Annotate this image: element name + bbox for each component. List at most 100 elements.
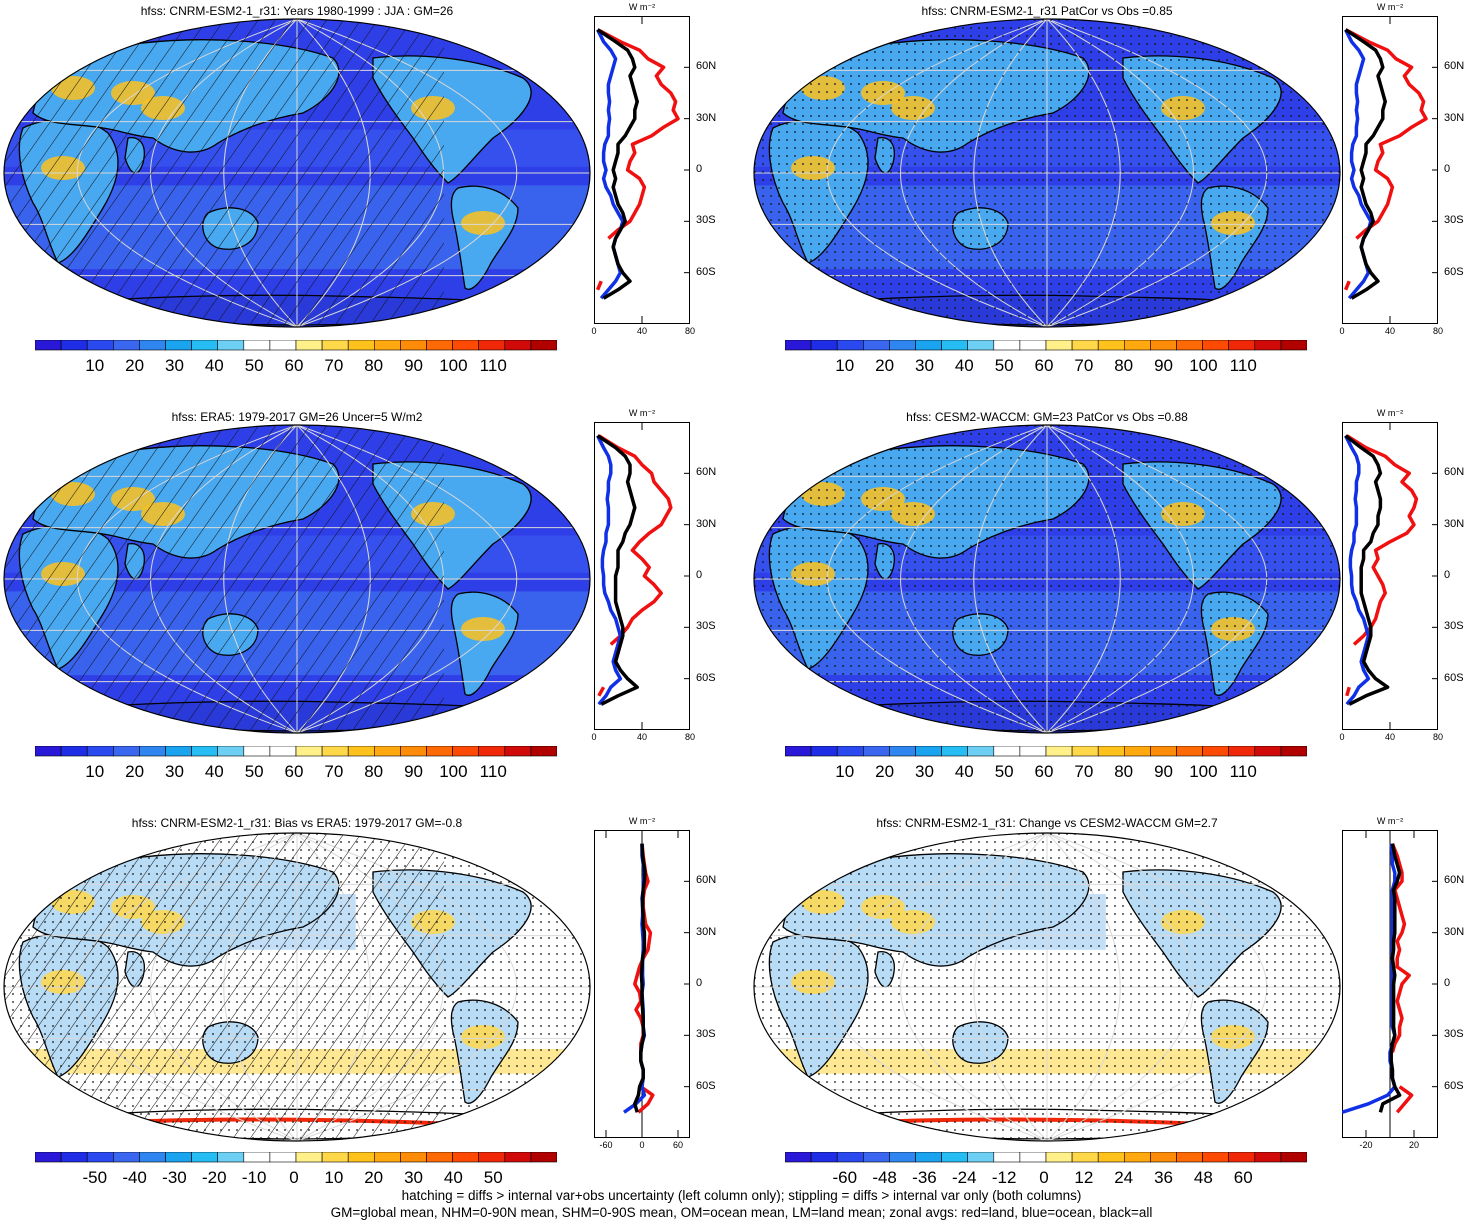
hotspot-5 <box>461 211 505 235</box>
zonal-ytick-label: 60S <box>1444 1079 1464 1092</box>
colorbar-label: 50 <box>994 356 1014 375</box>
colorbar-swatch <box>426 1152 453 1163</box>
zonal-ytick-label: 60S <box>1444 671 1464 684</box>
colorbar-label: 110 <box>1229 356 1257 375</box>
colorbar-label: 50 <box>483 1168 503 1187</box>
colorbar-label: 0 <box>289 1168 299 1187</box>
colorbar-swatch <box>426 746 453 757</box>
colorbar-swatch <box>1045 1152 1073 1163</box>
colorbar-swatch <box>347 746 375 757</box>
colorbar-swatch <box>113 340 140 351</box>
zonal-ytick-label: 30N <box>1444 111 1465 124</box>
colorbar-swatch <box>504 1152 532 1163</box>
colorbar-swatch <box>86 340 114 351</box>
map-border <box>3 832 591 1142</box>
colorbar-label: 60 <box>1034 762 1054 781</box>
colorbar-swatch <box>452 746 480 757</box>
colorbar-swatch <box>165 340 192 351</box>
zonal-unit-label: W m⁻² <box>1376 816 1404 826</box>
colorbar-swatch <box>504 340 532 351</box>
colorbar-swatch <box>243 746 271 757</box>
zonal-xtick-label: 0 <box>1339 326 1345 336</box>
colorbar-swatch <box>165 1152 192 1163</box>
colorbar-swatch <box>139 746 166 757</box>
colorbar-swatch <box>1150 1152 1177 1163</box>
panel-title: hfss: CNRM-ESM2-1_r31: Bias vs ERA5: 197… <box>131 816 463 830</box>
colorbar-label: -48 <box>872 1168 897 1187</box>
colorbar-label: 20 <box>125 356 145 375</box>
colorbar-label: 20 <box>364 1168 384 1187</box>
colorbar-label: -40 <box>122 1168 147 1187</box>
map <box>3 832 591 1142</box>
colorbar-swatch <box>1019 1152 1047 1163</box>
zonal-ytick-label: 60N <box>1444 60 1465 73</box>
colorbar-label: 110 <box>1229 762 1257 781</box>
colorbar-swatch <box>1071 1152 1099 1163</box>
colorbar-label: -10 <box>241 1168 267 1187</box>
map <box>3 424 591 734</box>
colorbar-label: 60 <box>284 762 304 781</box>
colorbar-swatch <box>1176 340 1203 351</box>
map <box>3 18 591 328</box>
colorbar-swatch <box>191 340 219 351</box>
zonal-ytick-label: 60N <box>696 466 717 479</box>
zonal-frame <box>1342 422 1438 730</box>
colorbar-label: 70 <box>324 762 344 781</box>
colorbar-swatch <box>347 1152 375 1163</box>
zonal-ytick-label: 30N <box>696 925 717 938</box>
colorbar-label: 60 <box>284 356 304 375</box>
zonal-xtick-label: 0 <box>1339 732 1345 742</box>
colorbar-label: 40 <box>204 356 224 375</box>
colorbar-label: 20 <box>875 762 895 781</box>
colorbar-swatch <box>400 746 427 757</box>
zonal-ytick-label: 30N <box>1444 517 1465 530</box>
colorbar-swatch <box>993 1152 1021 1163</box>
colorbar-label: 10 <box>835 356 855 375</box>
zonal-series-land <box>1345 434 1419 697</box>
continent-south-america <box>450 591 519 696</box>
colorbar-label: 90 <box>1154 762 1174 781</box>
colorbar <box>785 340 1307 351</box>
colorbar-label: 60 <box>1233 1168 1253 1187</box>
zonal-unit-label: W m⁻² <box>628 408 656 418</box>
colorbar-labels: 10 20 30 40 50 60 70 80 90 100 110 <box>35 762 557 782</box>
colorbar-label: 40 <box>443 1168 463 1187</box>
colorbar-swatch <box>889 340 916 351</box>
zonal-series-land <box>633 843 655 1114</box>
map-border <box>3 424 591 734</box>
zonal-xtick-label: 80 <box>1432 732 1443 742</box>
colorbar-label: -50 <box>82 1168 108 1187</box>
colorbar-swatch <box>269 1152 297 1163</box>
zonal-xtick-label: 80 <box>684 326 695 336</box>
continent-greenland <box>522 443 566 483</box>
colorbar-swatch <box>1019 340 1047 351</box>
zonal-mean-plot: 0 40 80 60N 30N 0 30S 60S W m⁻² <box>591 408 716 742</box>
zonal-series-ocean <box>596 434 623 706</box>
colorbar-swatch <box>785 746 812 757</box>
colorbar-swatch <box>967 340 995 351</box>
colorbar-swatch <box>217 1152 245 1163</box>
colorbar-label: -60 <box>832 1168 858 1187</box>
colorbar-label: 50 <box>244 356 264 375</box>
colorbar-label: 20 <box>125 762 145 781</box>
colorbar-labels: 10 20 30 40 50 60 70 80 90 100 110 <box>785 762 1307 782</box>
colorbar-swatch <box>139 1152 166 1163</box>
hotspot-5 <box>461 617 505 641</box>
colorbar-swatch <box>785 1152 812 1163</box>
colorbar-swatch <box>915 1152 942 1163</box>
colorbar-label: 20 <box>875 356 895 375</box>
colorbar-label: 24 <box>1114 1168 1134 1187</box>
colorbar-swatch <box>113 746 140 757</box>
colorbar-swatch <box>889 746 916 757</box>
zonal-ytick-label: 30N <box>696 111 717 124</box>
zonal-ytick-label: 0 <box>696 569 703 581</box>
continent-greenland <box>1272 851 1316 891</box>
colorbar-swatch <box>478 340 506 351</box>
colorbar-swatch <box>1176 746 1203 757</box>
zonal-mean-plot: 0 40 80 60N 30N 0 30S 60S W m⁻² <box>1339 2 1464 336</box>
zonal-ytick-label: 30S <box>1444 214 1464 227</box>
colorbar-label: -24 <box>952 1168 977 1187</box>
colorbar-label: 90 <box>1154 356 1174 375</box>
colorbar-swatch <box>1176 1152 1203 1163</box>
colorbar-swatch <box>452 340 480 351</box>
